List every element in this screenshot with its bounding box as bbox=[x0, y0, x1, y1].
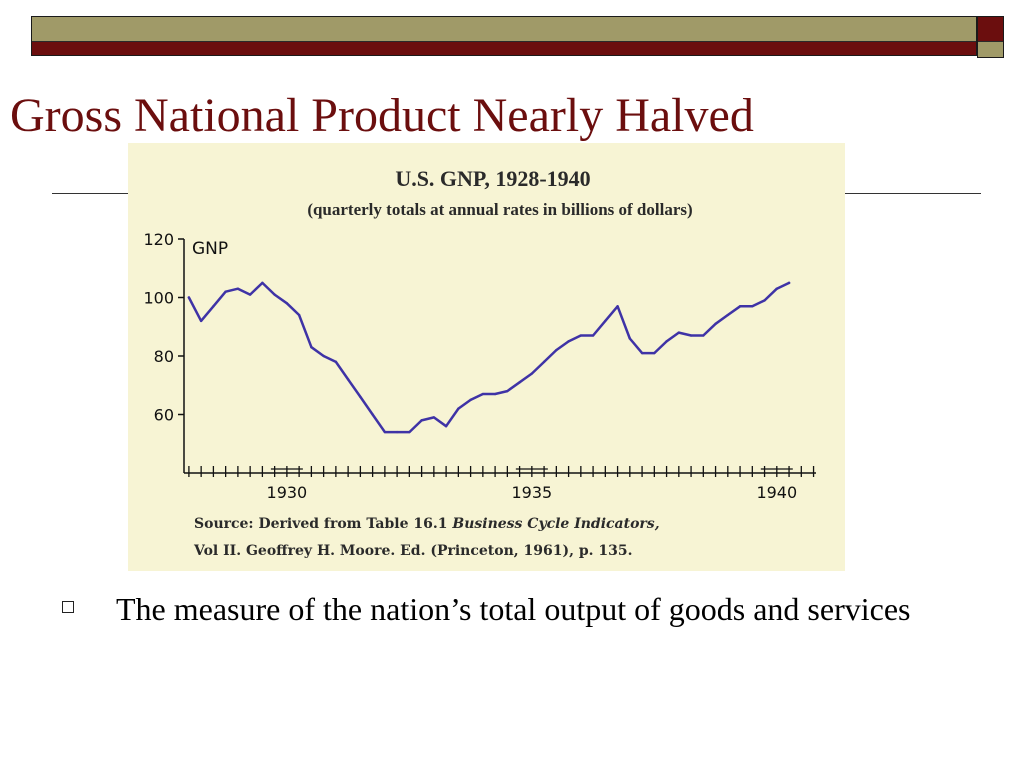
gnp-data-point bbox=[775, 287, 779, 290]
source-line-1-prefix: Source: Derived from Table 16.1 bbox=[194, 516, 452, 532]
gnp-data-point bbox=[310, 346, 313, 349]
gnp-data-point bbox=[187, 296, 191, 299]
gnp-series-line bbox=[187, 281, 791, 434]
gnp-data-point bbox=[481, 392, 485, 396]
gnp-data-point bbox=[359, 395, 362, 399]
gnp-data-point bbox=[444, 425, 448, 428]
gnp-data-point bbox=[297, 313, 301, 317]
gnp-data-point bbox=[518, 381, 521, 384]
x-tick-label: 1930 bbox=[267, 483, 308, 502]
gnp-data-point bbox=[248, 293, 252, 296]
gnp-data-point bbox=[432, 416, 436, 419]
gnp-data-point bbox=[469, 398, 472, 402]
y-axis-label: GNP bbox=[192, 239, 228, 259]
gnp-data-point bbox=[530, 372, 534, 375]
gnp-data-point bbox=[261, 281, 264, 285]
gnp-data-point bbox=[665, 340, 668, 343]
x-tick-labels: 1930 1935 1940 bbox=[267, 468, 797, 502]
gnp-data-point bbox=[689, 334, 693, 337]
y-tick-label: 60 bbox=[154, 406, 174, 425]
gnp-data-point bbox=[346, 378, 350, 381]
gnp-data-point bbox=[506, 389, 509, 393]
slide-title: Gross National Product Nearly Halved bbox=[10, 89, 754, 142]
gnp-data-point bbox=[604, 319, 607, 323]
gnp-data-point bbox=[334, 360, 338, 364]
gnp-data-point bbox=[457, 407, 460, 410]
gnp-data-point bbox=[236, 287, 240, 290]
gnp-data-point bbox=[199, 319, 203, 323]
gnp-data-point bbox=[408, 430, 411, 434]
gnp-data-point bbox=[383, 430, 387, 434]
y-ticks: 120 100 80 60 bbox=[143, 230, 184, 425]
gnp-data-point bbox=[702, 334, 705, 337]
y-tick-label: 100 bbox=[143, 289, 174, 308]
gnp-data-point bbox=[726, 313, 730, 317]
chart-title: U.S. GNP, 1928-1940 bbox=[395, 166, 590, 191]
header-corner-maroon-stripe bbox=[978, 17, 1003, 42]
gnp-data-point bbox=[751, 305, 754, 308]
y-tick-label: 120 bbox=[143, 230, 174, 249]
gnp-data-point bbox=[591, 334, 595, 337]
gnp-data-point bbox=[273, 293, 276, 296]
y-tick-label: 80 bbox=[154, 347, 174, 366]
gnp-data-point bbox=[285, 302, 289, 305]
source-line-1-publication: Business Cycle Indicators, bbox=[451, 516, 659, 532]
gnp-series-points bbox=[187, 281, 791, 434]
gnp-data-point bbox=[628, 337, 632, 340]
gnp-data-point bbox=[420, 419, 423, 422]
gnp-data-point bbox=[212, 305, 215, 308]
bullet-text: The measure of the nation’s total output… bbox=[116, 591, 911, 627]
gnp-data-point bbox=[579, 334, 583, 337]
x-tick-label: 1935 bbox=[511, 483, 552, 502]
gnp-data-point bbox=[677, 331, 681, 334]
gnp-data-point bbox=[555, 348, 558, 352]
chart-subtitle: (quarterly totals at annual rates in bil… bbox=[307, 200, 692, 219]
chart-background bbox=[128, 143, 845, 571]
gnp-data-point bbox=[224, 290, 227, 293]
gnp-data-point bbox=[714, 322, 717, 326]
gnp-data-point bbox=[738, 305, 742, 308]
header-bar-olive-stripe bbox=[32, 17, 976, 42]
gnp-data-point bbox=[616, 305, 619, 308]
gnp-data-point bbox=[763, 299, 766, 302]
gnp-data-point bbox=[371, 413, 374, 416]
gnp-data-point bbox=[322, 354, 325, 358]
x-ticks bbox=[188, 466, 815, 477]
gnp-data-point bbox=[493, 392, 497, 396]
source-line-1: Source: Derived from Table 16.1 Business… bbox=[194, 516, 660, 532]
gnp-data-point bbox=[542, 360, 546, 364]
header-bar bbox=[31, 16, 977, 56]
gnp-data-point bbox=[640, 351, 644, 355]
gnp-data-point bbox=[787, 281, 791, 285]
gnp-data-point bbox=[395, 430, 399, 434]
hollow-square-bullet-icon bbox=[62, 601, 74, 613]
source-line-2: Vol II. Geoffrey H. Moore. Ed. (Princeto… bbox=[193, 543, 632, 559]
x-tick-label: 1940 bbox=[756, 483, 797, 502]
header-corner-box bbox=[977, 16, 1004, 58]
gnp-data-point bbox=[653, 351, 656, 355]
gnp-chart: U.S. GNP, 1928-1940 (quarterly totals at… bbox=[128, 143, 845, 571]
gnp-data-point bbox=[567, 340, 570, 343]
